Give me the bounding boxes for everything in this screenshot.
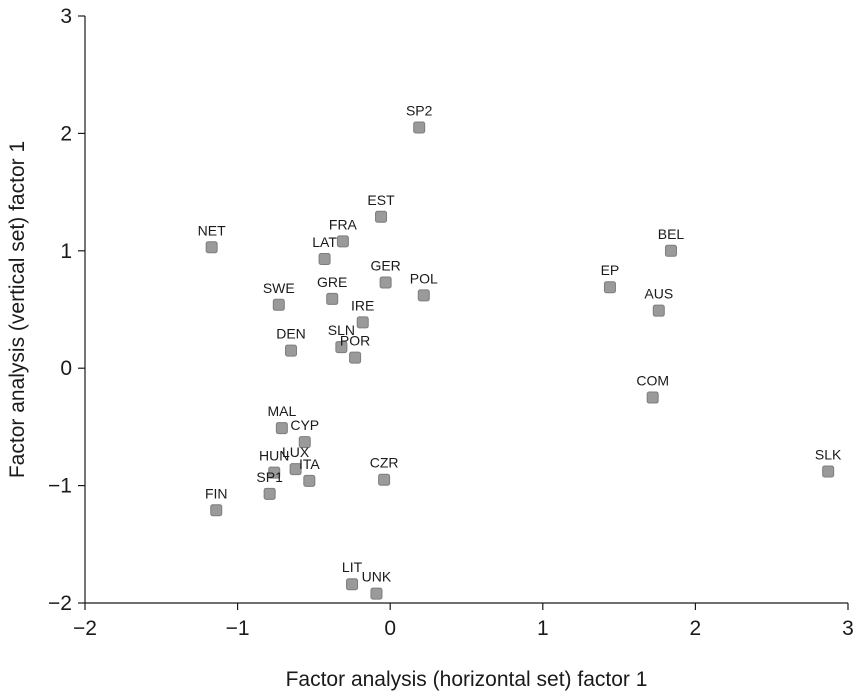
point-label-lit: LIT — [342, 559, 363, 575]
y-tick-label: 0 — [60, 357, 72, 380]
point-label-ep: EP — [601, 262, 620, 278]
point-label-cyp: CYP — [290, 417, 319, 433]
point-label-mal: MAL — [267, 403, 296, 419]
point-label-aus: AUS — [644, 286, 673, 302]
point-label-lux: LUX — [282, 444, 310, 460]
data-point-hun — [268, 466, 281, 479]
point-label-sp1: SP1 — [256, 469, 283, 485]
data-point-sln — [335, 341, 348, 354]
point-label-net: NET — [198, 222, 226, 238]
data-point-sp1 — [263, 487, 276, 500]
data-point-swe — [272, 298, 285, 311]
data-point-pol — [417, 289, 430, 302]
point-label-bel: BEL — [658, 226, 685, 242]
x-axis-title: Factor analysis (horizontal set) factor … — [286, 668, 648, 691]
data-point-sp2 — [413, 121, 426, 134]
y-tick-label: 2 — [60, 122, 72, 145]
data-point-den — [285, 344, 298, 357]
data-point-com — [646, 391, 659, 404]
data-point-lat — [318, 253, 331, 266]
point-label-est: EST — [367, 192, 395, 208]
data-point-mal — [275, 422, 288, 435]
point-label-ita: ITA — [299, 456, 320, 472]
data-point-slk — [822, 465, 835, 478]
point-label-gre: GRE — [317, 274, 347, 290]
x-tick-label: 3 — [842, 617, 854, 640]
point-label-sp2: SP2 — [406, 103, 433, 119]
point-label-pol: POL — [410, 270, 438, 286]
y-tick-label: 1 — [60, 240, 72, 263]
data-point-aus — [652, 304, 665, 317]
point-label-lat: LAT — [312, 234, 337, 250]
data-point-lit — [346, 578, 359, 591]
y-tick-label: −2 — [48, 592, 72, 615]
data-point-cyp — [298, 436, 311, 449]
data-point-net — [205, 241, 218, 254]
x-tick-label: 2 — [690, 617, 702, 640]
x-ticks: −2 −1 0 1 2 3 — [73, 603, 854, 640]
point-label-den: DEN — [276, 326, 306, 342]
point-label-fin: FIN — [205, 485, 228, 501]
y-tick-label: 3 — [60, 5, 72, 28]
data-point-lux — [289, 463, 302, 476]
data-point-ita — [303, 474, 316, 487]
point-label-por: POR — [340, 333, 370, 349]
data-point-czr — [378, 473, 391, 486]
point-label-fra: FRA — [329, 216, 358, 232]
point-label-slk: SLK — [815, 447, 842, 463]
y-ticks: −2 −1 0 1 2 3 — [48, 5, 85, 615]
data-point-por — [349, 351, 362, 364]
point-label-swe: SWE — [263, 280, 295, 296]
x-tick-label: 0 — [384, 617, 396, 640]
y-tick-label: −1 — [48, 475, 72, 498]
point-label-czr: CZR — [370, 455, 399, 471]
axes — [84, 16, 848, 604]
point-label-com: COM — [636, 373, 669, 389]
data-point-bel — [664, 244, 677, 257]
data-point-fin — [210, 504, 223, 517]
x-tick-label: 1 — [537, 617, 549, 640]
point-label-hun: HUN — [259, 448, 289, 464]
point-label-sln: SLN — [328, 322, 355, 338]
y-axis-title: Factor analysis (vertical set) factor 1 — [6, 141, 29, 478]
point-label-unk: UNK — [362, 569, 392, 585]
data-point-ger — [379, 276, 392, 289]
x-tick-label: −2 — [73, 617, 97, 640]
data-point-fra — [336, 235, 349, 248]
point-label-ire: IRE — [351, 297, 374, 313]
data-point-ep — [603, 281, 616, 294]
data-point-gre — [326, 292, 339, 305]
point-label-ger: GER — [370, 257, 400, 273]
x-tick-label: −1 — [226, 617, 250, 640]
data-point-est — [375, 210, 388, 223]
data-point-unk — [370, 587, 383, 600]
data-point-ire — [356, 316, 369, 329]
